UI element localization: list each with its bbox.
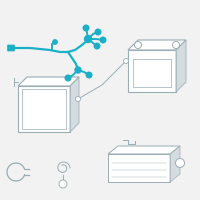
Polygon shape [70, 77, 79, 132]
Circle shape [76, 97, 80, 102]
Polygon shape [128, 40, 186, 50]
Circle shape [83, 25, 89, 31]
Circle shape [124, 58, 128, 64]
Circle shape [84, 36, 92, 43]
Polygon shape [108, 146, 180, 154]
Polygon shape [170, 146, 180, 182]
Polygon shape [18, 86, 70, 132]
Polygon shape [108, 154, 170, 182]
Circle shape [100, 37, 106, 43]
Circle shape [94, 43, 100, 49]
FancyBboxPatch shape [8, 45, 14, 51]
Circle shape [172, 42, 180, 48]
Circle shape [86, 72, 92, 78]
Circle shape [65, 75, 71, 81]
Circle shape [134, 42, 142, 48]
Polygon shape [18, 77, 79, 86]
Polygon shape [176, 40, 186, 92]
Polygon shape [128, 50, 176, 92]
Circle shape [176, 158, 184, 168]
Circle shape [53, 40, 57, 44]
Circle shape [59, 180, 67, 188]
Circle shape [75, 67, 81, 73]
Circle shape [95, 29, 101, 35]
